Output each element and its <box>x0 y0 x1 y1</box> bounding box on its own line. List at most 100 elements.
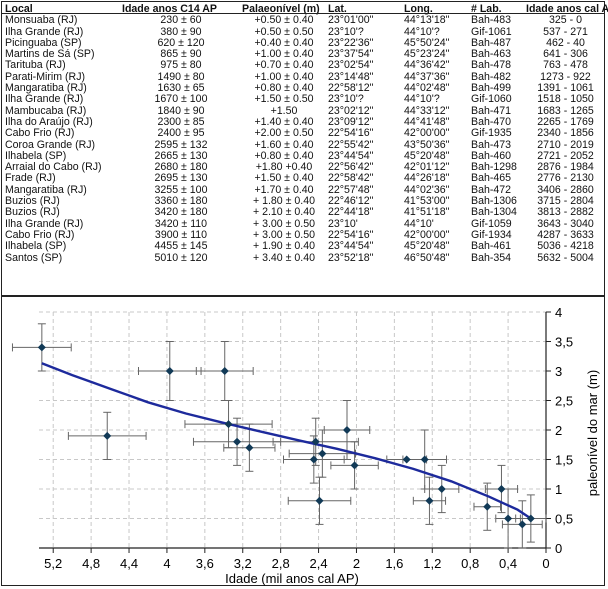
y-tick-label: 4 <box>555 305 562 320</box>
cell-paleolevel: + 1.90 ± 0.40 <box>252 240 316 253</box>
table-row: Tarituba (RJ) 975 ± 80 +0.70 ± 0.40 23°02'5… <box>3 59 605 72</box>
x-tick-label: 4 <box>163 556 170 571</box>
cell-lat: 22°54'16" <box>328 228 374 241</box>
cell-lab: Bah-478 <box>471 59 512 72</box>
cell-local: Buzios (RJ) <box>5 195 60 208</box>
table-row: Buzios (RJ) 3420 ± 180 + 2.10 ± 0.40 22°44'… <box>3 206 605 219</box>
cell-local: Ilha Grande (RJ) <box>5 217 84 230</box>
cell-local: Ilha Grande (RJ) <box>5 93 84 106</box>
cell-paleolevel: +1.00 ± 0.40 <box>254 70 314 83</box>
cell-age-c14: 380 ± 90 <box>160 25 202 38</box>
cell-long: 44°10' <box>404 217 434 230</box>
cell-lab: Bah-471 <box>471 104 512 117</box>
cell-lat: 23°02'12" <box>328 104 374 117</box>
data-point <box>425 496 434 505</box>
cell-age-cal: 3643 - 3040 <box>537 217 594 230</box>
cell-age-cal: 1391 - 1061 <box>537 82 594 95</box>
cell-paleolevel: +0.50 ± 0.40 <box>254 14 314 27</box>
cell-lab: Gif-1060 <box>471 93 512 106</box>
cell-paleolevel: +0.40 ± 0.40 <box>254 36 314 49</box>
data-point <box>220 366 229 376</box>
cell-long: 41°53'00" <box>404 195 450 208</box>
cell-paleolevel: +1.60 ± 0.40 <box>254 138 314 151</box>
data-table-container: Local Idade anos C14 AP Palaeonível (m) … <box>3 3 608 294</box>
cell-age-c14: 230 ± 60 <box>160 14 202 27</box>
cell-age-c14: 3420 ± 180 <box>154 206 208 219</box>
cell-paleolevel: +0.50 ± 0.50 <box>254 25 314 38</box>
cell-local: Picinguaba (SP) <box>5 36 82 49</box>
cell-lat: 22°44'18" <box>328 206 374 219</box>
cell-local: Cabo Frio (RJ) <box>5 228 75 241</box>
y-tick-label: 3 <box>555 364 562 379</box>
cell-local: Mangaratiba (RJ) <box>5 183 87 196</box>
cell-lat: 22°46'12" <box>328 195 374 208</box>
cell-long: 45°20'48" <box>404 149 450 162</box>
x-tick-label: 2 <box>353 556 360 571</box>
cell-lat: 23°09'12" <box>328 115 374 128</box>
cell-long: 44°10'? <box>404 25 440 38</box>
header-local: Local <box>5 3 33 15</box>
cell-age-cal: 537 - 271 <box>543 25 588 38</box>
table-row: Ilhabela (SP) 4455 ± 145 + 1.90 ± 0.40 23°4… <box>3 240 605 253</box>
cell-local: Martins de Sá (SP) <box>5 48 95 61</box>
cell-lat: 23°44'54" <box>328 240 374 253</box>
x-axis-label: Idade (mil anos cal AP) <box>225 571 359 586</box>
cell-lat: 22°55'42" <box>328 138 374 151</box>
cell-age-cal: 1518 - 1050 <box>537 93 594 106</box>
x-tick-label: 1,2 <box>423 556 441 571</box>
header-paleolevel: Palaeonível (m) <box>242 3 320 15</box>
table-row: Picinguaba (SP) 620 ± 120 +0.40 ± 0.40 23°2… <box>3 36 605 49</box>
table-row: Frade (RJ) 2695 ± 130 +1.50 ± 0.40 22°58'42… <box>3 172 605 185</box>
cell-lab: Gif-1061 <box>471 25 512 38</box>
cell-lat: 23°22'36" <box>328 36 374 49</box>
cell-long: 41°51'18" <box>404 206 450 219</box>
cell-paleolevel: +1.50 ± 0.40 <box>254 172 314 185</box>
cell-lab: Bah-1304 <box>471 206 517 219</box>
cell-lab: Bah-354 <box>471 251 512 264</box>
x-tick-label: 2,8 <box>272 556 290 571</box>
cell-lat: 23°52'18" <box>328 251 374 264</box>
cell-lab: Bah-463 <box>471 48 512 61</box>
cell-age-cal: 2721 - 2052 <box>537 149 594 162</box>
y-tick-label: 0 <box>555 541 562 556</box>
cell-lat: 23°10' <box>328 217 358 230</box>
data-point <box>504 514 513 523</box>
cell-age-cal: 5036 - 4218 <box>537 240 594 253</box>
cell-age-cal: 1273 - 922 <box>540 70 591 83</box>
cell-lat: 23°44'54" <box>328 149 374 162</box>
cell-long: 45°50'24" <box>404 36 450 49</box>
cell-lat: 23°37'54" <box>328 48 374 61</box>
y-tick-label: 2,5 <box>555 394 573 409</box>
data-point <box>103 431 112 440</box>
cell-paleolevel: +1.00 ± 0.40 <box>254 48 314 61</box>
header-underline <box>2 13 604 14</box>
cell-age-cal: 1683 - 1265 <box>537 104 594 117</box>
header-lat: Lat. <box>328 3 347 15</box>
cell-age-cal: 462 - 40 <box>546 36 585 49</box>
cell-lat: 23°01'00" <box>328 14 374 27</box>
header-long: Long. <box>404 3 433 15</box>
y-tick-label: 3,5 <box>555 335 573 350</box>
axes: 5,2 4,8 4,4 4 3,6 3,2 2,8 2,4 2 1,6 1,2 0,8 0,4 00 0,5… <box>39 305 573 571</box>
cell-local: Santos (SP) <box>5 251 63 264</box>
table-row: Ilha Grande (RJ) 3420 ± 110 + 3.00 ± 0.50 2… <box>3 217 605 230</box>
data-point <box>483 502 492 511</box>
cell-paleolevel: + 3.40 ± 0.40 <box>252 251 316 264</box>
cell-long: 46°50'48" <box>404 251 450 264</box>
cell-local: Tarituba (RJ) <box>5 59 66 72</box>
cell-age-cal: 2340 - 1856 <box>537 127 594 140</box>
cell-local: Buzios (RJ) <box>5 206 60 219</box>
cell-age-cal: 2876 - 1984 <box>537 161 594 174</box>
cell-age-c14: 2300 ± 85 <box>157 115 205 128</box>
cell-age-c14: 2695 ± 130 <box>154 172 208 185</box>
cell-lat: 22°58'42" <box>328 172 374 185</box>
cell-lab: Bah-482 <box>471 70 512 83</box>
cell-paleolevel: + 3.00 ± 0.50 <box>252 217 316 230</box>
data-point <box>437 484 446 494</box>
cell-lab: Bah-465 <box>471 172 512 185</box>
x-tick-label: 1,6 <box>385 556 403 571</box>
data-point <box>224 420 233 429</box>
x-tick-label: 4,4 <box>120 556 138 571</box>
radiocarbon-data-table: Local Idade anos C14 AP Palaeonível (m) … <box>3 3 608 264</box>
cell-local: Ilhabela (SP) <box>5 149 67 162</box>
